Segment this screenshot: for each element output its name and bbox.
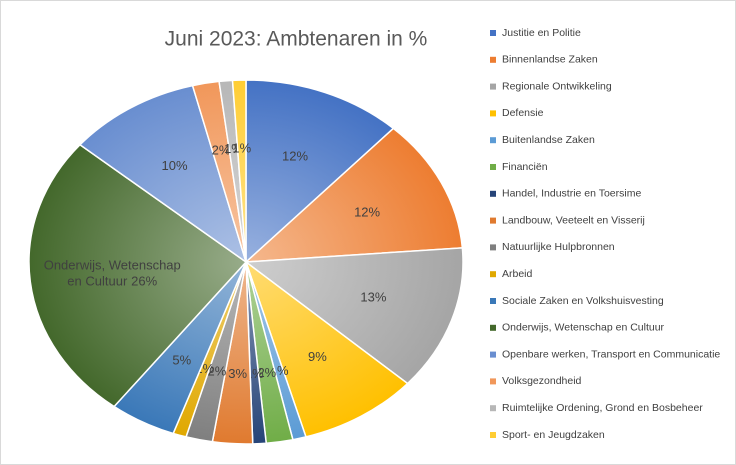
legend-swatch [490, 164, 496, 170]
legend-swatch [490, 324, 496, 331]
legend-label: Regionale Ontwikkeling [502, 80, 612, 92]
legend-label: Onderwijs, Wetenschap en Cultuur [502, 322, 665, 334]
data-label: 3% [228, 366, 247, 381]
data-label: 13% [360, 290, 386, 305]
legend-swatch [490, 137, 496, 144]
data-label: 10% [162, 158, 188, 173]
legend-label: Buitenlandse Zaken [502, 134, 595, 146]
data-label: 1% [232, 141, 251, 156]
data-label: 9% [308, 349, 327, 364]
legend-label: Natuurlijke Hulpbronnen [502, 241, 615, 253]
legend-label: Volksgezondheid [502, 375, 582, 387]
legend-label: Ruimtelijke Ordening, Grond en Bosbeheer [502, 402, 703, 414]
legend-label: Binnenlandse Zaken [502, 54, 598, 66]
legend-label: Openbare werken, Transport en Communicat… [502, 348, 720, 360]
legend-swatch [490, 351, 496, 358]
legend-swatch [490, 378, 496, 385]
pie-slice [243, 127, 464, 263]
legend-label: Justitie en Politie [502, 27, 581, 39]
data-label: 12% [282, 148, 308, 163]
legend-swatch [490, 30, 496, 36]
legend-label: Sociale Zaken en Volkshuisvesting [502, 295, 664, 307]
data-label: 5% [172, 353, 191, 368]
data-label: 2% [212, 143, 231, 158]
legend-label: Arbeid [502, 268, 533, 280]
legend-swatch [490, 271, 496, 278]
legend-swatch [490, 217, 496, 224]
legend-label: Sport- en Jeugdzaken [502, 429, 605, 441]
legend-swatch [490, 298, 496, 304]
legend-swatch [490, 432, 496, 438]
category-label: Onderwijs, Wetenschap en Cultuur 26% [44, 258, 181, 289]
legend-swatch [490, 190, 496, 197]
legend-label: Financiën [502, 161, 548, 173]
data-label: Onderwijs, Wetenschap en Cultuur 26% [44, 258, 181, 289]
value-label: 26% [131, 274, 157, 289]
pie-slice [78, 84, 248, 264]
legend-label: Defensie [502, 107, 544, 119]
pie-slice [231, 79, 247, 263]
legend-swatch [490, 244, 496, 251]
pie-slice [245, 79, 395, 264]
data-label: 2% [208, 364, 227, 379]
pie-slice [244, 259, 409, 438]
legend-label: Landbouw, Veeteelt en Visserij [502, 214, 645, 226]
pie-slice [243, 247, 464, 385]
legend-swatch [490, 110, 496, 117]
data-label: 12% [354, 204, 380, 219]
legend-label: Handel, Industrie en Toersime [502, 188, 641, 200]
legend-swatch [490, 83, 496, 90]
data-label: 2% [257, 365, 276, 380]
pie-slice [28, 143, 248, 408]
legend-swatch [490, 405, 496, 412]
chart-title: Juni 2023: Ambtenaren in % [165, 28, 428, 51]
legend-swatch [490, 56, 496, 63]
